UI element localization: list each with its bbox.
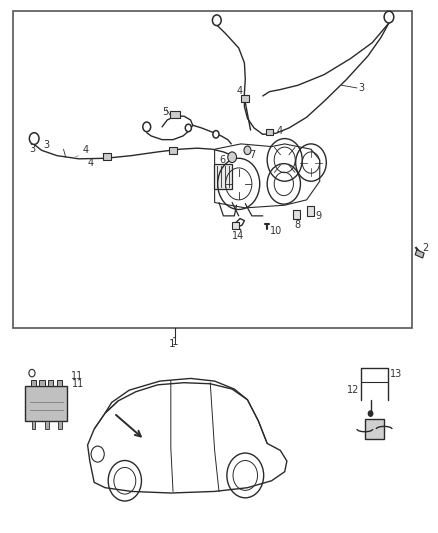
Bar — [169, 147, 177, 154]
Text: 7: 7 — [250, 150, 256, 159]
Text: 4: 4 — [88, 158, 94, 167]
Text: 12: 12 — [347, 385, 359, 395]
Bar — [307, 206, 314, 216]
Bar — [293, 210, 300, 219]
Bar — [45, 421, 49, 429]
Text: 11: 11 — [72, 379, 85, 389]
Circle shape — [29, 133, 39, 144]
Circle shape — [213, 131, 219, 138]
Text: 4: 4 — [237, 86, 243, 95]
Bar — [232, 222, 239, 229]
Circle shape — [212, 15, 221, 26]
Bar — [214, 164, 232, 189]
Circle shape — [228, 152, 237, 163]
Text: 1: 1 — [172, 337, 179, 347]
Text: 11: 11 — [71, 371, 84, 381]
Text: 13: 13 — [390, 369, 402, 379]
Bar — [39, 380, 45, 386]
Text: 9: 9 — [315, 211, 321, 221]
Circle shape — [244, 146, 251, 155]
Bar — [48, 380, 53, 386]
Bar — [170, 111, 180, 118]
Text: 4: 4 — [82, 146, 88, 155]
Text: 10: 10 — [270, 226, 283, 236]
Bar — [241, 95, 249, 102]
Bar — [365, 419, 384, 439]
Text: 3: 3 — [29, 144, 35, 154]
Text: 3: 3 — [44, 140, 50, 150]
Circle shape — [368, 411, 373, 416]
Text: 2: 2 — [422, 243, 428, 253]
Circle shape — [384, 11, 394, 23]
Bar — [32, 421, 35, 429]
Text: 5: 5 — [162, 107, 168, 117]
Text: 3: 3 — [358, 83, 364, 93]
Circle shape — [185, 124, 191, 132]
Text: 1: 1 — [169, 339, 176, 349]
Bar — [13, 11, 412, 328]
Bar — [266, 128, 272, 134]
Bar — [57, 380, 62, 386]
Bar — [25, 386, 67, 421]
Bar — [31, 380, 36, 386]
Text: 14: 14 — [232, 231, 244, 240]
Text: 6: 6 — [219, 155, 225, 165]
Bar — [415, 250, 424, 258]
Circle shape — [143, 122, 151, 132]
Bar — [58, 421, 62, 429]
Text: 4: 4 — [277, 126, 283, 135]
Bar — [103, 153, 111, 160]
Text: 8: 8 — [294, 220, 300, 230]
